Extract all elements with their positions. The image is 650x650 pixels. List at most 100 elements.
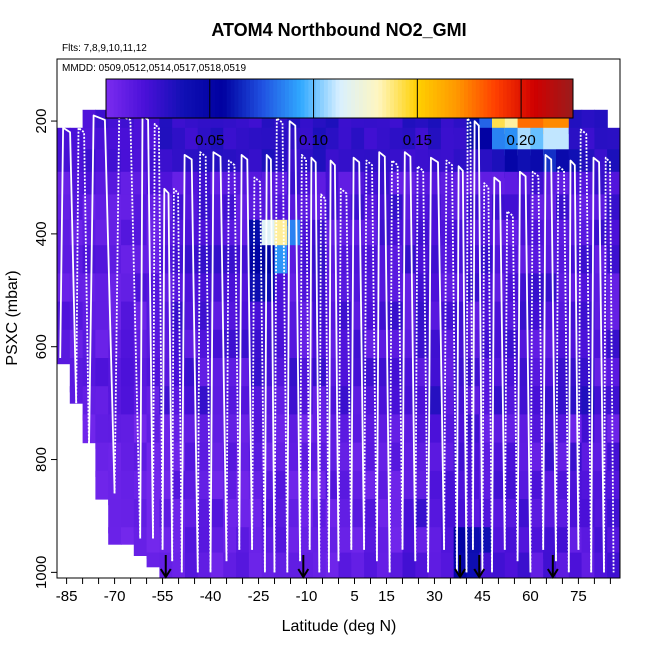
heatmap-cell	[556, 552, 570, 578]
profile-segment	[376, 151, 391, 573]
y-tick-label: 800	[33, 447, 50, 472]
heatmap-cell	[146, 127, 160, 156]
heatmap-cell	[197, 414, 212, 449]
heatmap-cell	[453, 149, 468, 179]
colorbar-swatch	[374, 79, 379, 118]
heatmap-cell	[517, 499, 531, 534]
heatmap-cell	[530, 273, 544, 308]
heatmap-cell	[415, 442, 429, 477]
colorbar-swatch	[320, 79, 325, 118]
heatmap-cell	[364, 301, 378, 336]
heatmap-cell	[415, 499, 429, 534]
colorbar-swatch	[425, 79, 430, 118]
x-tick-label: -25	[248, 588, 270, 605]
colorbar-swatch	[152, 79, 158, 118]
heatmap-cell	[415, 414, 429, 449]
profile-arrow	[546, 555, 559, 579]
y-tick-label: 600	[33, 334, 50, 359]
heatmap-cell	[172, 245, 186, 280]
heatmap-cell	[121, 386, 135, 421]
colorbar-swatch	[242, 79, 247, 118]
colorbar-swatch	[308, 79, 313, 118]
profile-arrows	[159, 555, 559, 579]
heatmap-cell	[197, 171, 212, 201]
colorbar-swatch	[265, 79, 270, 118]
colorbar-swatch	[168, 79, 173, 118]
colorbar-swatch	[199, 79, 204, 118]
profile-segment	[209, 151, 228, 573]
colorbar-swatch	[534, 79, 539, 118]
profile-arrow	[473, 555, 486, 579]
heatmap-cell	[376, 470, 391, 506]
heatmap-cell	[248, 273, 263, 308]
heatmap-cell	[402, 127, 416, 156]
heatmap-cell	[300, 127, 314, 156]
profile-segment	[171, 187, 183, 573]
heatmap-cell	[274, 149, 288, 179]
profile-segment	[491, 176, 506, 573]
heatmap-cell	[108, 414, 122, 449]
heatmap-cell	[274, 127, 288, 156]
heatmap-cell	[121, 219, 135, 252]
heatmap-cell	[556, 219, 570, 252]
heatmap-cell	[402, 442, 416, 477]
heatmap-cell	[568, 552, 583, 578]
heatmap-cell	[594, 414, 608, 449]
heatmap-cell	[338, 149, 352, 179]
x-tick-label: -40	[200, 588, 222, 605]
profile-segment	[577, 128, 593, 573]
heatmap-cell	[492, 442, 506, 477]
colorbar-tick-label: 0.20	[507, 132, 536, 149]
heatmap-cell	[376, 414, 391, 449]
heatmap-cell	[351, 149, 365, 179]
heatmap-cell	[146, 149, 160, 179]
colorbar-swatch	[191, 79, 197, 118]
heatmap-cell	[428, 442, 442, 477]
heatmap-cell	[351, 171, 365, 201]
x-tick-label: 5	[350, 588, 358, 605]
heatmap-cell	[57, 149, 71, 179]
colorbar-swatch	[452, 79, 457, 118]
colorbar-swatch	[296, 79, 302, 118]
colorbar-swatch	[203, 79, 208, 118]
colorbar-swatch	[312, 79, 317, 118]
colorbar-swatch	[277, 79, 282, 118]
heatmap-cell	[479, 442, 493, 477]
colorbar-swatch	[343, 79, 348, 118]
colorbar-swatch	[331, 79, 337, 118]
heatmap-cell	[287, 470, 301, 506]
profile-segment	[472, 120, 484, 573]
colorbar-swatch	[549, 79, 555, 118]
colorbar-swatch	[522, 79, 527, 118]
heatmap-cell	[504, 273, 519, 308]
heatmap-cell	[504, 499, 519, 534]
colorbar-swatch	[495, 79, 500, 118]
heatmap-cell	[517, 552, 531, 578]
heatmap-cell	[402, 171, 416, 201]
x-tick-label: -70	[104, 588, 126, 605]
heatmap-cell	[376, 149, 391, 179]
heatmap-cell	[82, 301, 96, 336]
heatmap-cell	[517, 527, 531, 559]
heatmap-cell	[364, 358, 378, 393]
heatmap-cell	[274, 171, 288, 201]
heatmap-cell	[556, 329, 570, 365]
profile-segment	[555, 165, 570, 573]
heatmap-cell	[236, 127, 250, 156]
colorbar-swatch	[218, 79, 224, 118]
colorbar-swatch	[464, 79, 469, 118]
heatmap-cell	[274, 527, 288, 559]
heatmap-cell	[530, 245, 544, 280]
heatmap-cell	[121, 245, 135, 280]
heatmap-cell	[556, 470, 570, 506]
heatmap-cell	[607, 149, 620, 179]
heatmap-cell	[504, 386, 519, 421]
heatmap-cell	[133, 127, 148, 156]
heatmap-cell	[108, 442, 122, 477]
heatmap-cell	[287, 442, 301, 477]
heatmap-cell	[543, 171, 557, 201]
heatmap-cell	[504, 442, 519, 477]
heatmap-cell	[95, 171, 109, 201]
heatmap-cell	[121, 127, 135, 156]
heatmap-cell	[274, 386, 288, 421]
